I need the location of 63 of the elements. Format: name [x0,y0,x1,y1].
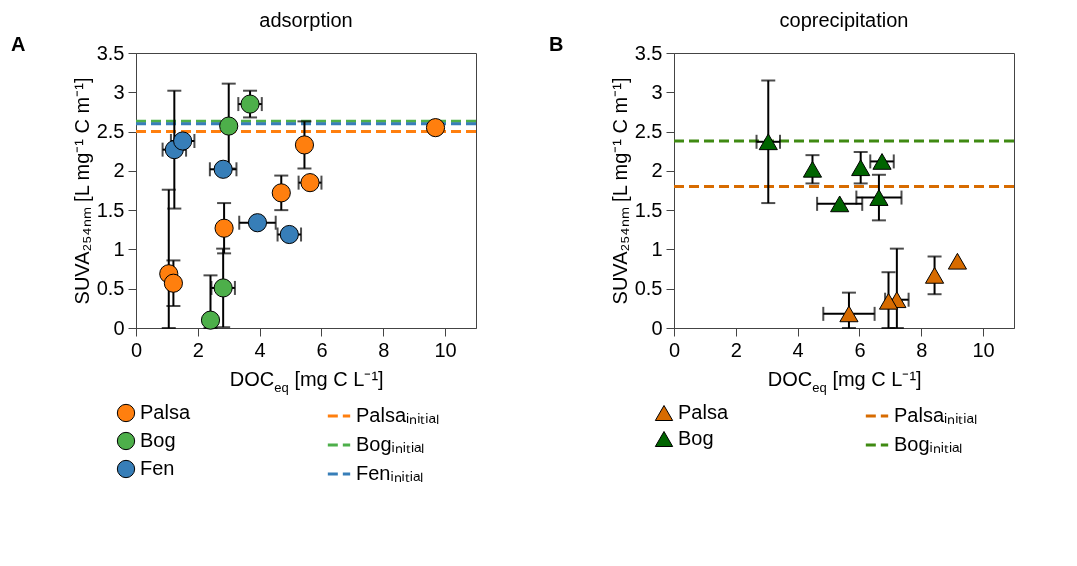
chart-title: coprecipitation [779,9,909,31]
point [213,159,233,179]
text: A [11,33,26,55]
x-tick-label: 4 [792,338,804,361]
legend-label: Palsa [678,401,729,423]
legend-label: Palsaᵢₙᵢₜᵢₐₗ [894,404,977,426]
point [830,195,850,213]
x-tick-label: 0 [130,338,143,361]
point [425,118,446,138]
y-tick-label: 0.5 [96,277,125,300]
point [947,252,968,270]
y-tick-label: 1 [651,237,663,260]
y-tick-label: 1 [113,237,125,260]
y-tick-label: 3.5 [96,41,125,64]
x-tick-label: 4 [254,338,266,361]
point [851,159,871,177]
point [163,273,183,293]
point [294,135,315,155]
y-tick-label: 2.5 [96,120,125,143]
point [247,213,268,233]
legend-label: Bogᵢₙᵢₜᵢₐₗ [894,433,963,455]
y-tick-label: 1.5 [96,198,125,221]
point [924,266,945,284]
x-tick-label: 0 [668,338,681,361]
y-tick-label: 1.5 [634,198,663,221]
legend-label: Bog [678,427,714,449]
x-tick-label: 10 [434,338,457,361]
y-tick-label: 0 [651,316,663,339]
x-tick-label: 6 [854,338,866,361]
legend-label: Palsaᵢₙᵢₜᵢₐₗ [356,404,439,426]
point [200,310,221,330]
y-tick-label: 3 [651,80,663,103]
legend-label: Fen [140,457,175,479]
point [869,189,889,206]
legend-label: Fenᵢₙᵢₜᵢₐₗ [356,462,424,484]
x-tick-label: 6 [316,338,328,361]
legend-label: Bogᵢₙᵢₜᵢₐₗ [356,433,425,455]
x-tick-label: 8 [378,338,390,361]
y-tick-label: 2 [113,159,125,182]
point [839,305,859,323]
y-tick-label: 2.5 [634,120,663,143]
legend-label: Bog [140,429,176,451]
y-tick-label: 0.5 [634,277,663,300]
y-tick-label: 3.5 [634,41,663,64]
point [219,116,239,136]
y-axis-title: SUVA₂₅₄ₙₘ [L mg⁻¹ C m⁻¹] [608,77,631,305]
x-tick-label: 2 [730,338,742,361]
y-axis-title: SUVA₂₅₄ₙₘ [L mg⁻¹ C m⁻¹] [70,77,93,305]
point [758,133,778,151]
y-tick-label: 3 [113,80,125,103]
point [878,292,899,310]
point [271,183,291,203]
legend-label: Palsa [140,401,191,423]
y-tick-label: 0 [113,316,125,339]
point [802,160,823,178]
text: B [549,33,564,55]
y-tick-label: 2 [651,159,663,182]
point [214,218,234,238]
x-tick-label: 8 [916,338,928,361]
x-tick-label: 2 [192,338,204,361]
point [279,224,299,245]
x-tick-label: 10 [972,338,995,361]
chart-title: adsorption [259,9,353,31]
